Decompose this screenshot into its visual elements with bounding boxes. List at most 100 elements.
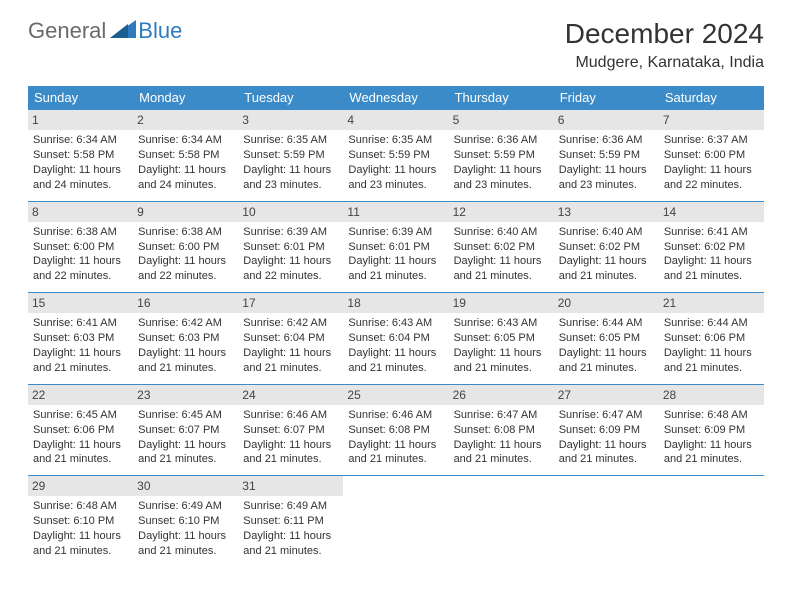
daylight-line-2: and 23 minutes.: [347, 178, 444, 193]
day-number: 9: [133, 202, 238, 222]
calendar-day-cell: 11Sunrise: 6:39 AMSunset: 6:01 PMDayligh…: [343, 201, 448, 293]
calendar-day-cell: 19Sunrise: 6:43 AMSunset: 6:05 PMDayligh…: [449, 292, 554, 384]
sunset-line: Sunset: 6:00 PM: [137, 240, 234, 255]
daylight-line-2: and 21 minutes.: [137, 361, 234, 376]
daylight-line-2: and 21 minutes.: [453, 269, 550, 284]
sunrise-line: Sunrise: 6:49 AM: [137, 499, 234, 514]
sunrise-line: Sunrise: 6:45 AM: [32, 408, 129, 423]
calendar-day-cell: 20Sunrise: 6:44 AMSunset: 6:05 PMDayligh…: [554, 292, 659, 384]
calendar-day-cell: 16Sunrise: 6:42 AMSunset: 6:03 PMDayligh…: [133, 292, 238, 384]
daylight-line-2: and 24 minutes.: [137, 178, 234, 193]
daylight-line-1: Daylight: 11 hours: [347, 346, 444, 361]
daylight-line-1: Daylight: 11 hours: [663, 254, 760, 269]
day-number: 16: [133, 293, 238, 313]
sunrise-line: Sunrise: 6:46 AM: [347, 408, 444, 423]
daylight-line-2: and 24 minutes.: [32, 178, 129, 193]
day-number: 15: [28, 293, 133, 313]
daylight-line-1: Daylight: 11 hours: [32, 438, 129, 453]
sunrise-line: Sunrise: 6:48 AM: [663, 408, 760, 423]
sunset-line: Sunset: 5:59 PM: [453, 148, 550, 163]
logo-triangle-icon: [110, 18, 136, 38]
daylight-line-2: and 23 minutes.: [558, 178, 655, 193]
sunset-line: Sunset: 6:00 PM: [32, 240, 129, 255]
daylight-line-2: and 22 minutes.: [663, 178, 760, 193]
sunset-line: Sunset: 5:59 PM: [558, 148, 655, 163]
calendar-day-cell: 24Sunrise: 6:46 AMSunset: 6:07 PMDayligh…: [238, 384, 343, 476]
sunset-line: Sunset: 6:10 PM: [137, 514, 234, 529]
day-number: 11: [343, 202, 448, 222]
daylight-line-1: Daylight: 11 hours: [558, 254, 655, 269]
calendar-empty-cell: [343, 475, 448, 567]
sunrise-line: Sunrise: 6:37 AM: [663, 133, 760, 148]
weekday-header-cell: Monday: [133, 86, 238, 109]
daylight-line-1: Daylight: 11 hours: [242, 346, 339, 361]
header-row: General Blue December 2024 Mudgere, Karn…: [28, 18, 764, 72]
sunset-line: Sunset: 6:02 PM: [558, 240, 655, 255]
sunrise-line: Sunrise: 6:48 AM: [32, 499, 129, 514]
daylight-line-2: and 21 minutes.: [347, 452, 444, 467]
daylight-line-1: Daylight: 11 hours: [242, 163, 339, 178]
sunset-line: Sunset: 6:06 PM: [32, 423, 129, 438]
weekday-header-cell: Thursday: [449, 86, 554, 109]
sunset-line: Sunset: 5:59 PM: [242, 148, 339, 163]
day-number: 28: [659, 385, 764, 405]
day-number: 24: [238, 385, 343, 405]
day-number: 25: [343, 385, 448, 405]
sunrise-line: Sunrise: 6:34 AM: [137, 133, 234, 148]
day-number: 23: [133, 385, 238, 405]
calendar-day-cell: 4Sunrise: 6:35 AMSunset: 5:59 PMDaylight…: [343, 109, 448, 201]
calendar-day-cell: 26Sunrise: 6:47 AMSunset: 6:08 PMDayligh…: [449, 384, 554, 476]
sunset-line: Sunset: 6:03 PM: [137, 331, 234, 346]
sunset-line: Sunset: 6:05 PM: [558, 331, 655, 346]
sunset-line: Sunset: 5:58 PM: [32, 148, 129, 163]
weekday-header-row: SundayMondayTuesdayWednesdayThursdayFrid…: [28, 86, 764, 109]
day-number: 12: [449, 202, 554, 222]
weekday-header-cell: Friday: [554, 86, 659, 109]
calendar-day-cell: 9Sunrise: 6:38 AMSunset: 6:00 PMDaylight…: [133, 201, 238, 293]
daylight-line-2: and 21 minutes.: [137, 544, 234, 559]
day-number: 31: [238, 476, 343, 496]
calendar-page: General Blue December 2024 Mudgere, Karn…: [0, 0, 792, 585]
calendar-day-cell: 27Sunrise: 6:47 AMSunset: 6:09 PMDayligh…: [554, 384, 659, 476]
calendar-empty-cell: [554, 475, 659, 567]
daylight-line-2: and 21 minutes.: [242, 452, 339, 467]
calendar-day-cell: 29Sunrise: 6:48 AMSunset: 6:10 PMDayligh…: [28, 475, 133, 567]
logo-text-general: General: [28, 18, 106, 44]
sunset-line: Sunset: 5:58 PM: [137, 148, 234, 163]
sunrise-line: Sunrise: 6:41 AM: [32, 316, 129, 331]
sunset-line: Sunset: 6:05 PM: [453, 331, 550, 346]
daylight-line-2: and 21 minutes.: [453, 452, 550, 467]
daylight-line-2: and 21 minutes.: [137, 452, 234, 467]
daylight-line-1: Daylight: 11 hours: [242, 254, 339, 269]
day-number: 18: [343, 293, 448, 313]
day-number: 17: [238, 293, 343, 313]
daylight-line-2: and 21 minutes.: [558, 361, 655, 376]
daylight-line-1: Daylight: 11 hours: [347, 163, 444, 178]
daylight-line-1: Daylight: 11 hours: [558, 163, 655, 178]
day-number: 27: [554, 385, 659, 405]
daylight-line-1: Daylight: 11 hours: [32, 529, 129, 544]
daylight-line-1: Daylight: 11 hours: [663, 438, 760, 453]
daylight-line-1: Daylight: 11 hours: [137, 346, 234, 361]
daylight-line-1: Daylight: 11 hours: [453, 438, 550, 453]
day-number: 3: [238, 110, 343, 130]
calendar-day-cell: 7Sunrise: 6:37 AMSunset: 6:00 PMDaylight…: [659, 109, 764, 201]
day-number: 1: [28, 110, 133, 130]
daylight-line-1: Daylight: 11 hours: [32, 254, 129, 269]
daylight-line-1: Daylight: 11 hours: [137, 254, 234, 269]
daylight-line-2: and 22 minutes.: [137, 269, 234, 284]
calendar-day-cell: 28Sunrise: 6:48 AMSunset: 6:09 PMDayligh…: [659, 384, 764, 476]
sunset-line: Sunset: 6:02 PM: [453, 240, 550, 255]
calendar-day-cell: 23Sunrise: 6:45 AMSunset: 6:07 PMDayligh…: [133, 384, 238, 476]
calendar-day-cell: 22Sunrise: 6:45 AMSunset: 6:06 PMDayligh…: [28, 384, 133, 476]
calendar-day-cell: 8Sunrise: 6:38 AMSunset: 6:00 PMDaylight…: [28, 201, 133, 293]
daylight-line-1: Daylight: 11 hours: [453, 163, 550, 178]
sunset-line: Sunset: 6:10 PM: [32, 514, 129, 529]
weekday-header-cell: Saturday: [659, 86, 764, 109]
daylight-line-2: and 21 minutes.: [242, 544, 339, 559]
daylight-line-1: Daylight: 11 hours: [663, 163, 760, 178]
daylight-line-1: Daylight: 11 hours: [137, 163, 234, 178]
day-number: 5: [449, 110, 554, 130]
sunrise-line: Sunrise: 6:44 AM: [558, 316, 655, 331]
calendar-body: 1Sunrise: 6:34 AMSunset: 5:58 PMDaylight…: [28, 109, 764, 567]
